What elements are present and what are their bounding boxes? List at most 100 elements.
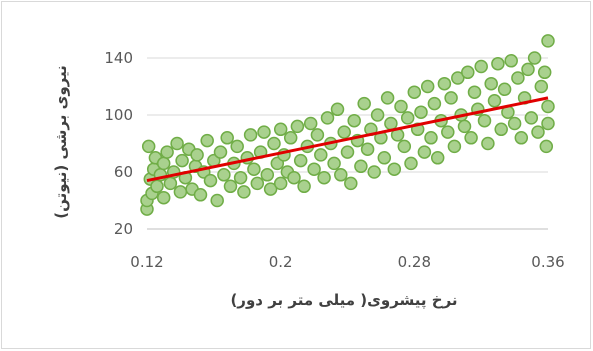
data-point bbox=[527, 51, 542, 65]
data-point bbox=[424, 131, 438, 145]
data-point bbox=[427, 96, 442, 111]
data-point bbox=[451, 71, 465, 85]
data-point bbox=[273, 176, 288, 191]
data-point bbox=[487, 94, 502, 108]
data-point bbox=[354, 159, 368, 174]
data-point bbox=[407, 85, 422, 99]
data-point bbox=[287, 170, 301, 185]
data-point bbox=[220, 131, 234, 145]
data-point bbox=[537, 65, 552, 80]
data-point bbox=[230, 139, 244, 154]
data-point bbox=[347, 113, 361, 128]
data-point bbox=[461, 65, 475, 80]
data-point bbox=[213, 145, 228, 159]
data-point bbox=[474, 59, 488, 74]
data-point bbox=[217, 168, 231, 182]
data-point bbox=[367, 165, 381, 179]
data-point bbox=[283, 131, 298, 145]
data-point bbox=[541, 99, 555, 114]
data-point bbox=[260, 168, 275, 182]
data-point bbox=[357, 96, 371, 111]
data-point bbox=[170, 136, 184, 151]
y-axis-title: نیروی برشی (نیوتن) bbox=[52, 65, 70, 219]
data-point bbox=[163, 176, 178, 191]
data-point bbox=[380, 91, 395, 105]
data-point bbox=[150, 179, 164, 194]
data-point bbox=[307, 162, 321, 176]
data-point bbox=[521, 62, 535, 77]
data-point bbox=[223, 179, 238, 194]
data-point bbox=[384, 116, 398, 131]
data-point bbox=[414, 105, 428, 119]
data-points bbox=[140, 34, 555, 216]
data-point bbox=[539, 139, 554, 154]
data-point bbox=[334, 168, 348, 182]
data-point bbox=[444, 91, 458, 105]
data-point bbox=[467, 85, 482, 99]
data-point bbox=[156, 190, 171, 205]
data-point bbox=[297, 179, 311, 194]
y-tick-labels: 20 60 100 140 bbox=[104, 49, 133, 238]
data-point bbox=[190, 148, 204, 162]
data-point bbox=[310, 128, 325, 142]
data-point bbox=[430, 151, 445, 165]
data-point bbox=[160, 145, 174, 159]
data-point bbox=[175, 153, 189, 168]
x-tick-label: 0.2 bbox=[269, 253, 293, 271]
data-point bbox=[477, 113, 492, 128]
y-tick-label: 100 bbox=[104, 106, 133, 124]
data-point bbox=[400, 111, 415, 125]
data-point bbox=[203, 173, 218, 188]
data-point bbox=[494, 122, 508, 137]
data-point bbox=[327, 156, 341, 171]
y-tick-label: 20 bbox=[114, 220, 133, 238]
data-point bbox=[330, 102, 345, 117]
data-point bbox=[417, 145, 432, 159]
data-point bbox=[514, 131, 529, 145]
data-point bbox=[541, 34, 555, 48]
data-point bbox=[233, 170, 248, 185]
data-point bbox=[257, 125, 271, 139]
y-tick-label: 140 bbox=[104, 49, 133, 67]
data-point bbox=[141, 139, 156, 154]
data-point bbox=[447, 139, 462, 154]
data-point bbox=[397, 139, 412, 154]
data-point bbox=[237, 185, 251, 199]
data-point bbox=[344, 176, 358, 191]
data-point bbox=[250, 176, 265, 191]
data-point bbox=[156, 156, 171, 171]
data-point bbox=[531, 125, 545, 139]
data-point bbox=[507, 116, 522, 131]
data-point bbox=[491, 56, 505, 71]
data-point bbox=[437, 76, 452, 91]
data-point bbox=[457, 119, 472, 134]
x-tick-label: 0.36 bbox=[531, 253, 564, 271]
trendline bbox=[146, 96, 549, 183]
data-point bbox=[247, 162, 261, 176]
x-tick-labels: 0.12 0.2 0.28 0.36 bbox=[130, 253, 564, 271]
data-point bbox=[320, 111, 335, 125]
data-point bbox=[263, 182, 278, 196]
data-point bbox=[534, 79, 549, 94]
data-point bbox=[317, 170, 331, 185]
data-point bbox=[340, 145, 355, 159]
data-point bbox=[360, 142, 375, 156]
data-point bbox=[504, 54, 518, 68]
data-point bbox=[464, 131, 478, 145]
data-point bbox=[377, 151, 392, 165]
data-point bbox=[173, 185, 188, 199]
data-point bbox=[541, 116, 555, 131]
data-point bbox=[290, 119, 305, 134]
data-point bbox=[210, 193, 224, 208]
data-point bbox=[441, 125, 455, 139]
data-point bbox=[524, 111, 539, 125]
data-point bbox=[484, 76, 498, 91]
y-tick-label: 60 bbox=[114, 163, 133, 181]
x-tick-label: 0.12 bbox=[130, 253, 163, 271]
data-point bbox=[303, 116, 318, 131]
data-point bbox=[497, 82, 512, 97]
data-point bbox=[511, 71, 525, 85]
data-point bbox=[314, 148, 328, 162]
data-point bbox=[267, 136, 281, 151]
